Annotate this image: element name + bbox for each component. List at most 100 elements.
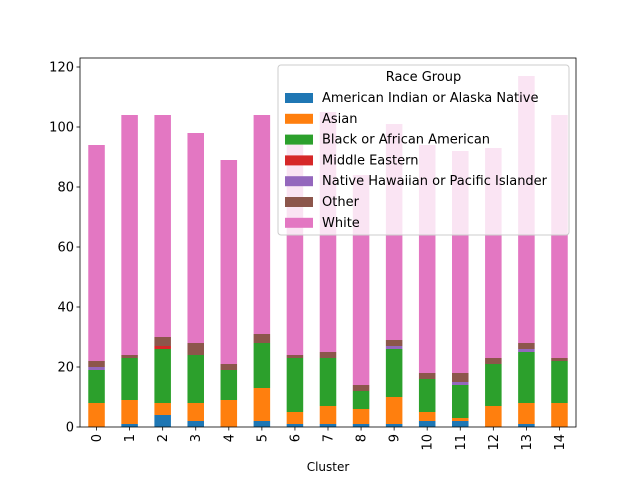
bar-segment <box>286 358 304 412</box>
bar-segment <box>154 349 171 403</box>
bar-segment <box>154 115 171 337</box>
x-axis: 0 1 2 3 4 5 6 7 8 9 10 11 12 13 14 <box>90 427 568 451</box>
bar-segment <box>319 358 337 406</box>
x-tick-label: 12 <box>487 434 502 451</box>
legend-swatch <box>285 155 313 166</box>
bar-segment <box>551 403 568 427</box>
legend-swatch <box>285 134 313 145</box>
bar-segment <box>385 397 403 424</box>
bar-segment <box>88 367 105 370</box>
bar-segment <box>286 412 304 424</box>
bar-segment <box>187 133 204 343</box>
y-tick-label: 100 <box>49 121 74 136</box>
x-tick-label: 5 <box>255 434 270 442</box>
y-tick-label: 60 <box>57 241 74 256</box>
bar-segment <box>121 424 138 427</box>
bar-segment <box>418 379 436 412</box>
bar-segment <box>518 343 535 349</box>
bar-segment <box>187 403 204 421</box>
bar-segment <box>551 358 568 361</box>
bar-segment <box>385 349 403 397</box>
bar-segment <box>352 424 370 427</box>
bar-segment <box>253 343 271 388</box>
bar-segment <box>154 346 171 349</box>
bar-segment <box>352 391 370 409</box>
x-tick-label: 10 <box>421 434 436 451</box>
legend-label: Middle Eastern <box>322 153 418 168</box>
y-tick-label: 0 <box>66 421 74 436</box>
bar-segment <box>452 382 469 385</box>
bar-segment <box>319 352 337 358</box>
bar-segment <box>253 334 271 343</box>
x-tick-label: 2 <box>156 434 171 442</box>
bar-segment <box>518 424 535 427</box>
x-tick-label: 3 <box>189 434 204 442</box>
bar-segment <box>385 346 403 349</box>
legend-label: American Indian or Alaska Native <box>322 91 538 106</box>
bar-segment <box>286 355 304 358</box>
bar-segment <box>121 115 138 355</box>
x-axis-label: Cluster <box>307 460 350 474</box>
bar-segment <box>452 385 469 418</box>
x-tick-label: 9 <box>388 434 403 442</box>
x-tick-label: 6 <box>288 434 303 442</box>
x-tick-label: 0 <box>90 434 105 442</box>
bar-segment <box>418 373 436 379</box>
legend-swatch <box>285 197 313 207</box>
y-tick-label: 120 <box>49 61 74 76</box>
legend-swatch <box>285 217 313 228</box>
bar-segment <box>88 361 105 367</box>
bar-segment <box>352 409 370 424</box>
bar-segment <box>485 406 502 427</box>
bar-segment <box>518 352 535 403</box>
x-tick-label: 4 <box>222 434 237 442</box>
bar-segment <box>154 403 171 415</box>
legend-label: Asian <box>322 112 357 127</box>
x-tick-label: 8 <box>355 434 370 442</box>
bar-segment <box>220 400 238 427</box>
bar-segment <box>220 160 238 364</box>
bar-segment <box>187 343 204 355</box>
legend-label: Other <box>322 195 360 210</box>
legend-swatch <box>285 113 313 124</box>
bar-segment <box>385 340 403 346</box>
bar-segment <box>88 145 105 361</box>
x-tick-label: 11 <box>454 434 469 451</box>
legend-label: Native Hawaiian or Pacific Islander <box>322 174 548 189</box>
x-tick-label: 13 <box>520 434 535 451</box>
bar-segment <box>88 370 105 403</box>
legend-swatch <box>285 93 313 103</box>
bar-segment <box>551 361 568 403</box>
x-tick-label: 14 <box>553 434 568 451</box>
bar-segment <box>253 421 271 427</box>
legend-label: White <box>322 216 360 231</box>
y-tick-label: 20 <box>57 361 74 376</box>
y-axis: 0 20 40 60 80 100 120 <box>49 61 80 436</box>
bar-segment <box>352 385 370 391</box>
bar-segment <box>220 370 238 400</box>
bar-segment <box>518 403 535 424</box>
bar-segment <box>452 373 469 382</box>
bar-segment <box>187 421 204 427</box>
legend-title: Race Group <box>386 70 462 85</box>
y-tick-label: 40 <box>57 301 74 316</box>
x-tick-label: 1 <box>123 434 138 442</box>
x-tick-label: 7 <box>322 434 337 442</box>
bar-segment <box>418 421 436 427</box>
bar-segment <box>385 424 403 427</box>
bar-segment <box>88 403 105 427</box>
bar-segment <box>452 421 469 427</box>
bar-segment <box>253 388 271 421</box>
bar-segment <box>518 349 535 352</box>
bar-segment <box>253 115 271 334</box>
legend-label: Black or African American <box>322 133 490 148</box>
bar-segment <box>154 337 171 346</box>
bar-segment <box>286 424 304 427</box>
bar-segment <box>121 400 138 424</box>
legend-box <box>277 64 570 236</box>
bar-segment <box>154 415 171 427</box>
bar-segment <box>485 364 502 406</box>
bar-segment <box>319 406 337 424</box>
bar-segment <box>319 424 337 427</box>
